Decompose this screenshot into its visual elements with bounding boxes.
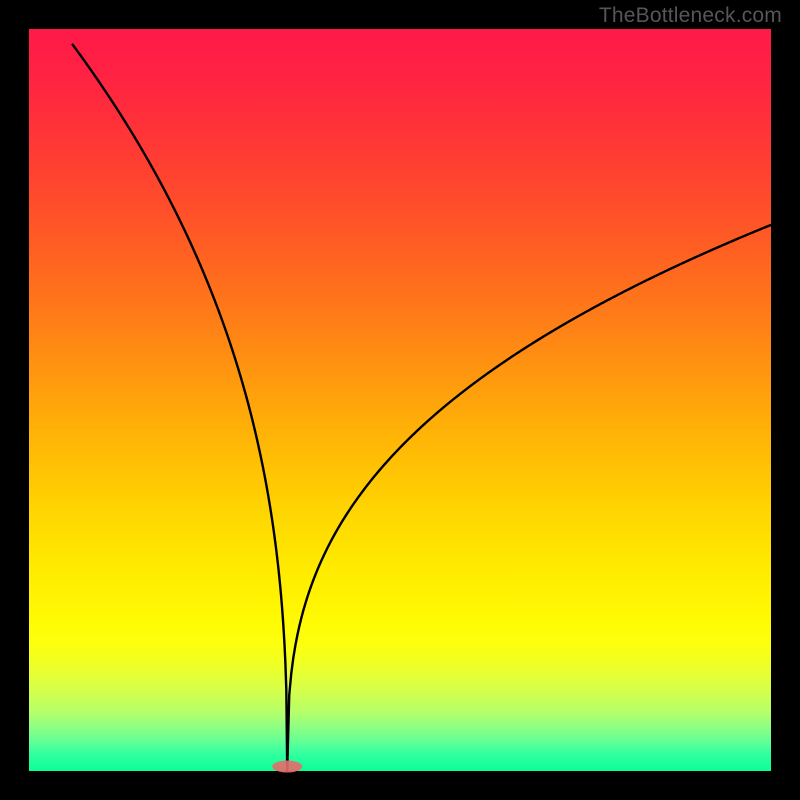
bottleneck-chart: [0, 0, 800, 800]
chart-container: TheBottleneck.com: [0, 0, 800, 800]
vertex-marker: [272, 761, 302, 773]
plot-background: [29, 29, 771, 771]
